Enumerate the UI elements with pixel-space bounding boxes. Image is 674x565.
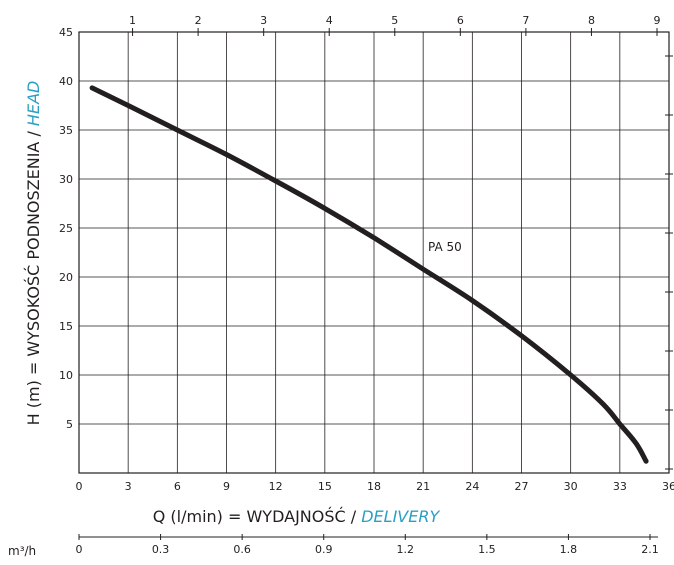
y-axis-title-main: H (m) = WYSOKOŚĆ PODNOSZENIA / [24, 126, 43, 425]
y-axis-title-accent: HEAD [24, 81, 43, 126]
top-tick-label: 8 [588, 14, 595, 27]
x-tick-label: 18 [367, 480, 381, 493]
x-tick-label: 9 [223, 480, 230, 493]
y-tick-label: 40 [59, 75, 73, 88]
y-tick-label: 5 [66, 418, 73, 431]
series-label-pa50: PA 50 [428, 240, 462, 254]
x-tick-label: 36 [662, 480, 674, 493]
y-tick-label: 20 [59, 271, 73, 284]
x-tick-label: 27 [515, 480, 529, 493]
top-tick-label: 3 [260, 14, 267, 27]
x-tick-label: 33 [613, 480, 627, 493]
x-axis-title-accent: DELIVERY [361, 507, 440, 526]
y-axis-tick-labels: 5 10 15 20 25 30 35 40 45 [59, 26, 73, 431]
y-tick-label: 30 [59, 173, 73, 186]
top-tick-label: 7 [522, 14, 529, 27]
x-axis-title: Q (l/min) = WYDAJNOŚĆ / DELIVERY [153, 507, 441, 526]
y-axis-title: H (m) = WYSOKOŚĆ PODNOSZENIA / HEAD [24, 81, 43, 426]
x-tick-label: 15 [318, 480, 332, 493]
m3h-tick-label: 2.1 [641, 543, 659, 556]
x-tick-label: 0 [76, 480, 83, 493]
m3h-tick-label: 0.9 [315, 543, 333, 556]
top-tick-label: 9 [654, 14, 661, 27]
top-tick-label: 6 [457, 14, 464, 27]
x-tick-label: 12 [269, 480, 283, 493]
m3h-scale: m³/h 0 0.3 0.6 0.9 1.2 1.5 1.8 2.1 [8, 534, 659, 558]
y-tick-label: 10 [59, 369, 73, 382]
m3h-tick-label: 1.8 [560, 543, 578, 556]
m3h-tick-label: 0.3 [152, 543, 170, 556]
top-tick-label: 4 [326, 14, 333, 27]
m3h-tick-label: 1.2 [397, 543, 415, 556]
y-tick-label: 35 [59, 124, 73, 137]
plot-frame [78, 31, 670, 474]
m3h-tick-labels: 0 0.3 0.6 0.9 1.2 1.5 1.8 2.1 [76, 534, 659, 556]
x-axis-tick-labels: 0 3 6 9 12 15 18 21 24 27 30 33 36 [76, 480, 674, 493]
right-axis-ticks [665, 55, 673, 470]
x-tick-label: 6 [174, 480, 181, 493]
m3h-unit-label: m³/h [8, 544, 36, 558]
y-tick-label: 45 [59, 26, 73, 39]
x-tick-label: 24 [465, 480, 479, 493]
m3h-tick-label: 0 [76, 543, 83, 556]
top-tick-label: 2 [195, 14, 202, 27]
y-tick-label: 15 [59, 320, 73, 333]
x-tick-label: 3 [125, 480, 132, 493]
m3h-tick-label: 1.5 [478, 543, 496, 556]
m3h-tick-label: 0.6 [233, 543, 251, 556]
top-tick-label: 5 [391, 14, 398, 27]
x-tick-label: 30 [564, 480, 578, 493]
grid-lines [79, 32, 669, 473]
top-tick-label: 1 [129, 14, 136, 27]
x-tick-label: 21 [416, 480, 430, 493]
y-tick-label: 25 [59, 222, 73, 235]
x-axis-title-main: Q (l/min) = WYDAJNOŚĆ / [153, 507, 362, 526]
series-line-pa50 [89, 85, 649, 464]
top-axis-tick-labels: 1 2 3 4 5 6 7 8 9 [129, 14, 661, 36]
